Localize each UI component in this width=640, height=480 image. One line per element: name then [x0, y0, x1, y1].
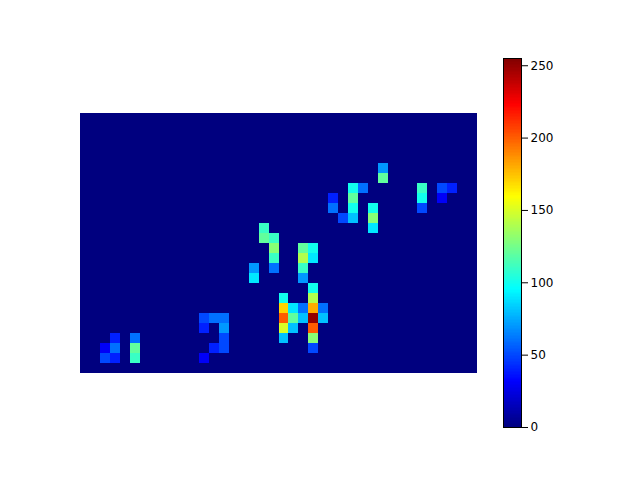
svg-text:200: 200: [531, 131, 554, 145]
svg-text:250: 250: [531, 59, 554, 73]
svg-text:50: 50: [531, 348, 546, 362]
svg-text:100: 100: [531, 276, 554, 290]
svg-text:0: 0: [531, 420, 539, 434]
svg-text:150: 150: [531, 203, 554, 217]
